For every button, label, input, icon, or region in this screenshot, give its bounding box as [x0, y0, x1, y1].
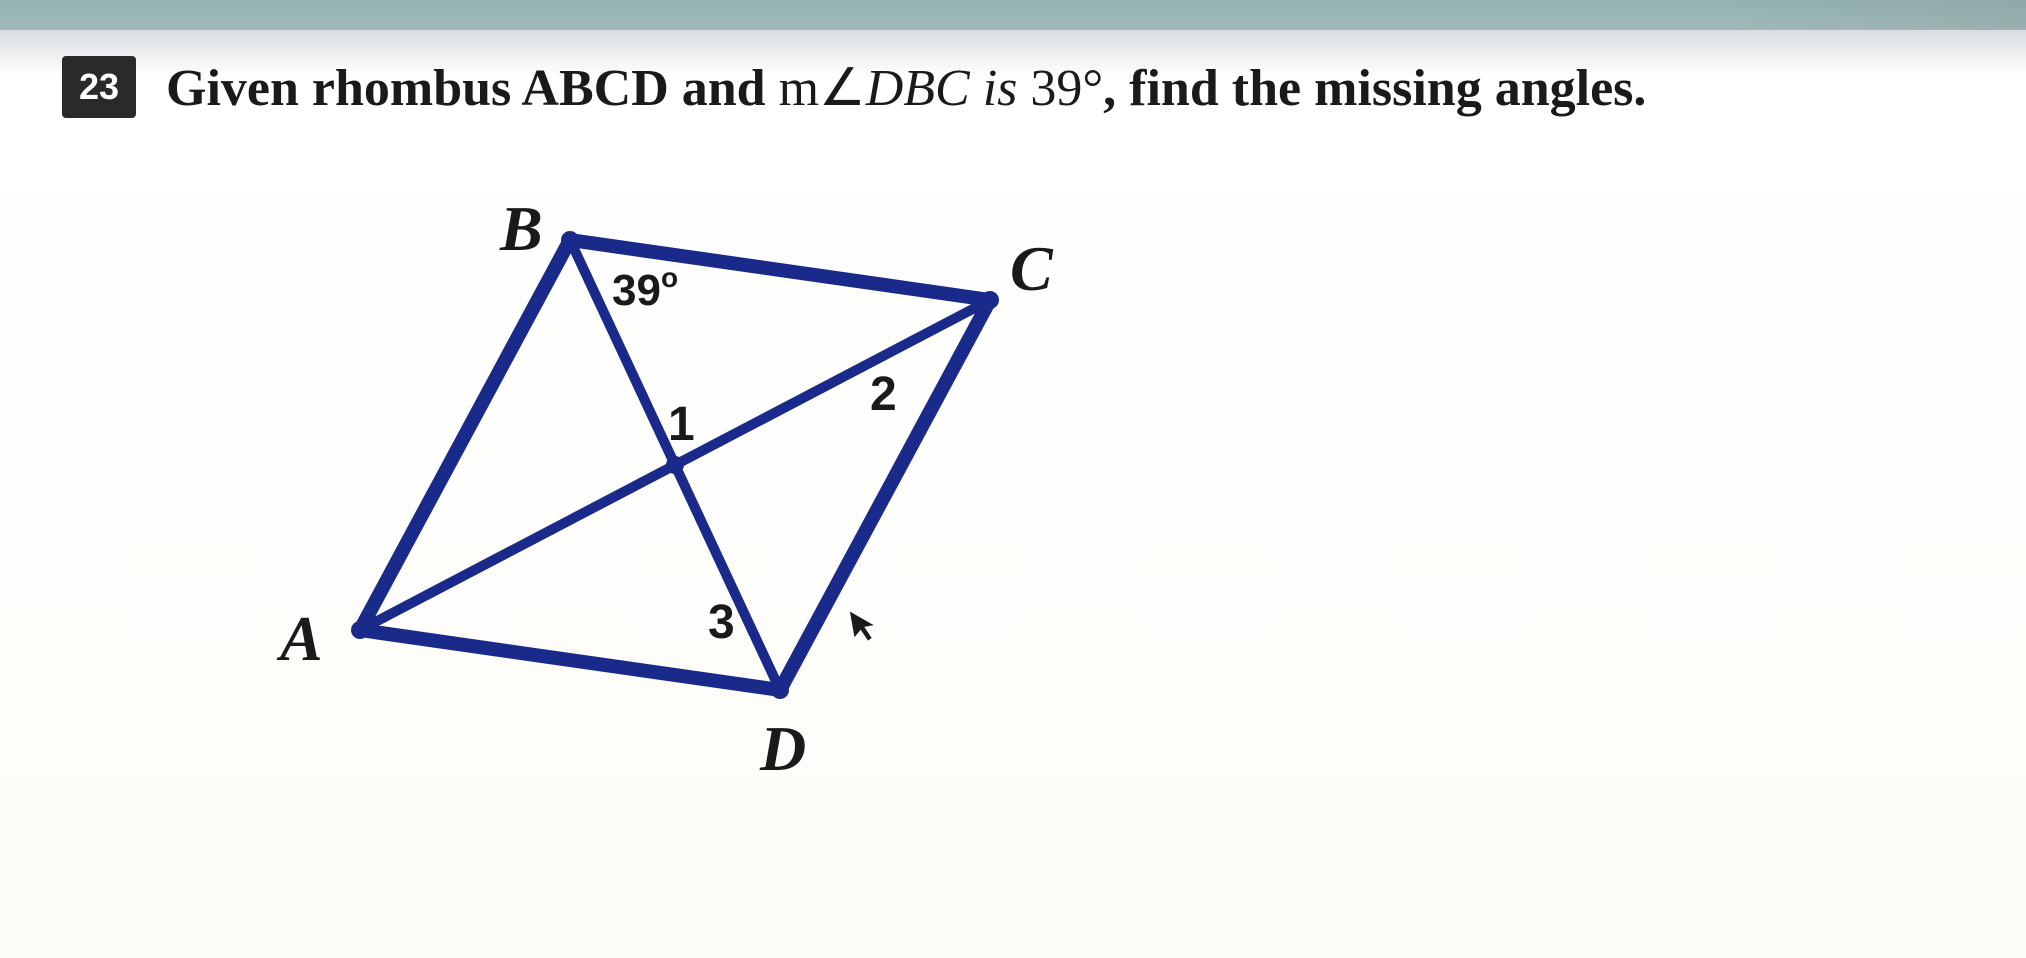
question-prompt: Given rhombus ABCD and m∠DBC is 39°, fin… [166, 58, 1646, 118]
vertex-label-a: A [276, 603, 323, 674]
vertex-dot-b [561, 231, 579, 249]
angle-label-2: 2 [870, 368, 897, 421]
given-angle-label: 39o [612, 262, 678, 315]
window-top-accent [0, 0, 2026, 30]
degree-symbol: o [661, 262, 678, 293]
angle-label-1: 1 [668, 398, 695, 451]
angle-measure-prefix: m∠ [779, 60, 866, 117]
rhombus-diagram: B C D A 39o 1 2 3 [250, 180, 1150, 900]
vertex-dot-d [771, 681, 789, 699]
angle-is: is [970, 60, 1031, 117]
given-angle-value: 39 [612, 266, 661, 315]
center-dot [666, 456, 684, 474]
angle-value: 39° [1030, 60, 1103, 117]
diagram-svg: B C D A 39o 1 2 3 [250, 180, 1150, 900]
vertex-label-b: B [499, 193, 543, 264]
vertex-dot-a [351, 621, 369, 639]
prompt-suffix: , find the missing angles. [1103, 60, 1646, 117]
question-number-badge: 23 [62, 56, 136, 118]
vertex-dot-c [981, 291, 999, 309]
angle-label-3: 3 [708, 596, 735, 649]
vertex-label-d: D [759, 713, 806, 784]
angle-name: DBC [866, 60, 970, 117]
question-number: 23 [79, 66, 119, 108]
prompt-prefix: Given rhombus ABCD and [166, 60, 779, 117]
vertex-label-c: C [1010, 233, 1054, 304]
